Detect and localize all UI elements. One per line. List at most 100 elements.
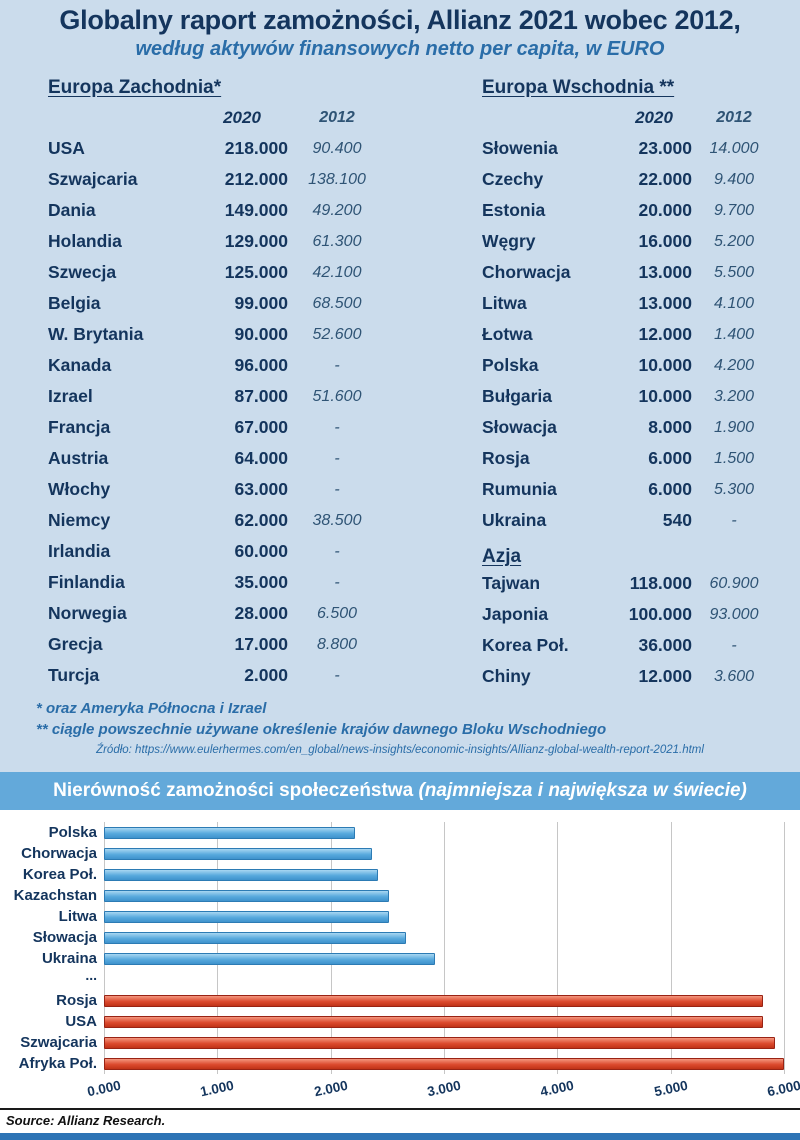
country-label: Tajwan	[482, 573, 541, 593]
bar	[104, 1015, 764, 1028]
gridline	[670, 822, 672, 1074]
x-tick-label: 4.000	[539, 1077, 576, 1100]
bar-label: Korea Poł.	[22, 866, 97, 883]
table-row: Słowacja 8.000 1.900	[482, 412, 770, 443]
country-label: Belgia	[48, 293, 101, 313]
bar-row	[104, 990, 784, 1011]
value-2012: 4.200	[713, 357, 755, 374]
tables-columns: Europa Zachodnia* 2020 2012 USA 218.000 90…	[0, 61, 800, 692]
value-2020: 212.000	[224, 169, 288, 189]
value-2020: 22.000	[638, 169, 692, 189]
bar-row	[104, 1032, 784, 1053]
table-row: W. Brytania 90.000 52.600	[48, 319, 380, 350]
bar	[104, 1057, 784, 1070]
country-label: Szwecja	[48, 262, 117, 282]
country-label: Holandia	[48, 231, 122, 251]
bar-label: Kazachstan	[13, 887, 97, 904]
table-row: Finlandia 35.000 -	[48, 567, 380, 598]
bar-label: ...	[85, 967, 97, 983]
bar-row	[104, 1053, 784, 1074]
value-2020: 17.000	[234, 634, 288, 654]
value-2020: 8.000	[648, 417, 692, 437]
bar	[104, 889, 390, 902]
table-row: Holandia 129.000 61.300	[48, 226, 380, 257]
table-heading-west: Europa Zachodnia*	[48, 77, 222, 98]
value-2012: 61.300	[312, 233, 362, 250]
table-row: Węgry 16.000 5.200	[482, 226, 770, 257]
bar-row	[104, 843, 784, 864]
value-2020: 36.000	[638, 635, 692, 655]
bar	[104, 1036, 775, 1049]
value-2012: -	[334, 543, 340, 560]
country-label: Litwa	[482, 293, 527, 313]
value-2012: -	[731, 637, 737, 654]
value-2020: 64.000	[234, 448, 288, 468]
divider-line	[0, 1108, 800, 1110]
bar-row	[104, 864, 784, 885]
value-2020: 125.000	[224, 262, 288, 282]
source-url-link[interactable]: Źródło: https://www.eulerhermes.com/en_g…	[96, 744, 704, 756]
value-2020: 100.000	[628, 604, 692, 624]
table-row: Szwecja 125.000 42.100	[48, 257, 380, 288]
value-2020: 16.000	[638, 231, 692, 251]
value-2012: 1.400	[713, 326, 755, 343]
bar	[104, 952, 435, 965]
country-label: Słowenia	[482, 138, 558, 158]
table-row: Austria 64.000 -	[48, 443, 380, 474]
value-2012: 68.500	[312, 295, 362, 312]
bar-label: Szwajcaria	[20, 1034, 97, 1051]
table-heading-asia: Azja	[482, 546, 522, 567]
table-row: Belgia 99.000 68.500	[48, 288, 380, 319]
value-2012: -	[334, 574, 340, 591]
west-rows: USA 218.000 90.400 Szwajcaria 212.000 138.100…	[48, 133, 380, 691]
value-2012: -	[334, 357, 340, 374]
bar-label: Polska	[48, 824, 97, 841]
value-2020: 12.000	[638, 666, 692, 686]
country-label: Ukraina	[482, 510, 547, 530]
col-header-2012: 2012	[716, 109, 752, 126]
bar-row	[104, 948, 784, 969]
country-label: Szwajcaria	[48, 169, 138, 189]
chart-body: Polska Chorwacja Korea Poł. Kazachstan Litwa…	[8, 822, 785, 1074]
value-2012: -	[731, 512, 737, 529]
bar	[104, 994, 764, 1007]
bar-label: Ukraina	[41, 950, 97, 967]
country-label: Niemcy	[48, 510, 111, 530]
table-row: Słowenia 23.000 14.000	[482, 133, 770, 164]
value-2020: 90.000	[234, 324, 288, 344]
gridline	[104, 822, 105, 1074]
value-2012: 4.100	[713, 295, 755, 312]
table-row: Rosja 6.000 1.500	[482, 443, 770, 474]
value-2012: 42.100	[312, 264, 362, 281]
country-label: Norwegia	[48, 603, 127, 623]
bar	[104, 826, 356, 839]
table-row: Rumunia 6.000 5.300	[482, 474, 770, 505]
bar-label: Litwa	[58, 908, 97, 925]
country-label: Bułgaria	[482, 386, 553, 406]
bar	[104, 910, 390, 923]
value-2020: 23.000	[638, 138, 692, 158]
bar	[104, 847, 373, 860]
value-2020: 118.000	[629, 573, 692, 593]
value-2020: 87.000	[234, 386, 288, 406]
x-axis: 0.000 1.000 2.000 3.000 4.000 5.000 6.000	[8, 1074, 800, 1108]
table-row: Kanada 96.000 -	[48, 350, 380, 381]
country-label: Japonia	[482, 604, 549, 624]
value-2020: 10.000	[638, 386, 692, 406]
x-tick-label: 5.000	[652, 1077, 689, 1100]
country-label: Chiny	[482, 666, 531, 686]
col-header-2012: 2012	[319, 109, 355, 126]
country-label: Austria	[48, 448, 109, 468]
bar-row	[104, 969, 784, 990]
bar-label: USA	[65, 1013, 97, 1030]
value-2012: -	[334, 450, 340, 467]
table-row: Tajwan 118.000 60.900	[482, 568, 770, 599]
inequality-chart-section: Nierówność zamożności społeczeństwa (naj…	[0, 772, 800, 1140]
page-subtitle: według aktywów finansowych netto per cap…	[135, 38, 665, 60]
value-2012: 60.900	[709, 575, 759, 592]
value-2012: 9.400	[713, 171, 755, 188]
value-2012: 93.000	[709, 606, 759, 623]
value-2012: 1.500	[713, 450, 755, 467]
table-row: Estonia 20.000 9.700	[482, 195, 770, 226]
